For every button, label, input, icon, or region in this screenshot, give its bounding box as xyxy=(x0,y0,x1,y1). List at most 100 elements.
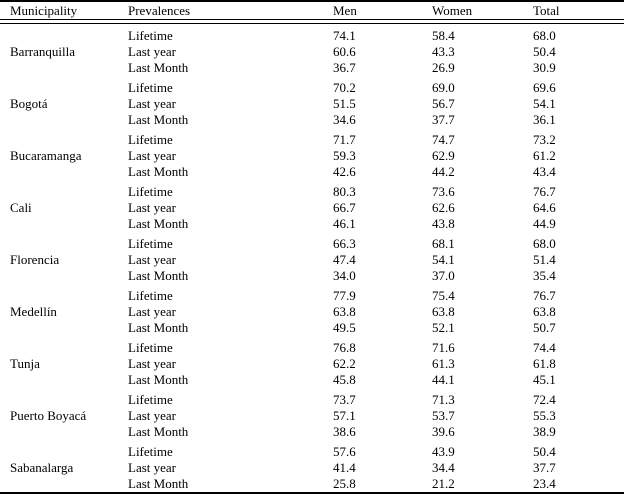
value-cell: 66.7 xyxy=(333,200,356,215)
municipality-group: Puerto Boyacá Lifetime 73.7 71.3 72.4 Last ye… xyxy=(0,388,624,440)
value-cell: 76.8 xyxy=(333,340,356,355)
table-row: Last year 41.4 34.4 37.7 xyxy=(0,460,624,476)
value-cell: 76.7 xyxy=(533,184,556,199)
value-cell: 80.3 xyxy=(333,184,356,199)
value-cell: 51.4 xyxy=(533,252,556,267)
value-cell: 72.4 xyxy=(533,392,556,407)
table-row: Barranquilla Lifetime 74.1 58.4 68.0 xyxy=(0,24,624,59)
municipality-cell: Sabanalarga xyxy=(10,460,74,475)
header-prevalences: Prevalences xyxy=(128,1,333,20)
value-cell: 73.6 xyxy=(432,184,455,199)
header-women: Women xyxy=(432,1,533,20)
prevalence-label-cell: Last Month xyxy=(128,60,189,75)
prevalence-label-cell: Last Month xyxy=(128,424,189,439)
prevalence-label-cell: Lifetime xyxy=(128,28,173,43)
value-cell: 61.8 xyxy=(533,356,556,371)
value-cell: 68.0 xyxy=(533,28,556,43)
value-cell: 38.9 xyxy=(533,424,556,439)
municipality-group: Florencia Lifetime 66.3 68.1 68.0 Last year 47… xyxy=(0,232,624,284)
value-cell: 69.0 xyxy=(432,80,455,95)
prevalence-label-cell: Lifetime xyxy=(128,288,173,303)
table-row: Last year 59.3 62.9 61.2 xyxy=(0,148,624,164)
prevalence-label-cell: Lifetime xyxy=(128,444,173,459)
table-row: Cali Lifetime 80.3 73.6 76.7 xyxy=(0,180,624,215)
value-cell: 44.2 xyxy=(432,164,455,179)
prevalence-label-cell: Last Month xyxy=(128,268,189,283)
prevalence-label-cell: Last year xyxy=(128,252,177,267)
value-cell: 62.2 xyxy=(333,356,356,371)
prevalence-label-cell: Last year xyxy=(128,96,177,111)
value-cell: 26.9 xyxy=(432,60,455,75)
table-row: Last Month 36.7 26.9 30.9 xyxy=(0,60,624,76)
table-row: Last year 47.4 54.1 51.4 xyxy=(0,252,624,268)
value-cell: 37.7 xyxy=(533,460,556,475)
value-cell: 63.8 xyxy=(533,304,556,319)
value-cell: 58.4 xyxy=(432,28,455,43)
value-cell: 46.1 xyxy=(333,216,356,231)
value-cell: 43.9 xyxy=(432,444,455,459)
value-cell: 73.7 xyxy=(333,392,356,407)
municipality-group: Medellín Lifetime 77.9 75.4 76.7 Last year 63.… xyxy=(0,284,624,336)
prevalence-label-cell: Lifetime xyxy=(128,184,173,199)
municipality-group: Sabanalarga Lifetime 57.6 43.9 50.4 Last year… xyxy=(0,440,624,493)
value-cell: 63.8 xyxy=(333,304,356,319)
table-row: Last year 62.2 61.3 61.8 xyxy=(0,356,624,372)
value-cell: 25.8 xyxy=(333,476,356,491)
prevalence-label-cell: Last year xyxy=(128,44,177,59)
value-cell: 55.3 xyxy=(533,408,556,423)
table-row: Bucaramanga Lifetime 71.7 74.7 73.2 xyxy=(0,128,624,163)
table-row: Last Month 38.6 39.6 38.9 xyxy=(0,424,624,440)
value-cell: 43.8 xyxy=(432,216,455,231)
header-men: Men xyxy=(333,1,432,20)
value-cell: 50.7 xyxy=(533,320,556,335)
value-cell: 64.6 xyxy=(533,200,556,215)
table-row: Last Month 46.1 43.8 44.9 xyxy=(0,216,624,232)
prevalence-label-cell: Lifetime xyxy=(128,340,173,355)
header-municipality: Municipality xyxy=(0,1,128,20)
municipality-cell: Tunja xyxy=(10,356,40,371)
value-cell: 39.6 xyxy=(432,424,455,439)
value-cell: 37.7 xyxy=(432,112,455,127)
municipality-cell: Medellín xyxy=(10,304,57,319)
value-cell: 69.6 xyxy=(533,80,556,95)
value-cell: 76.7 xyxy=(533,288,556,303)
table-row: Last year 60.6 43.3 50.4 xyxy=(0,44,624,60)
table-row: Last Month 34.0 37.0 35.4 xyxy=(0,268,624,284)
value-cell: 61.2 xyxy=(533,148,556,163)
value-cell: 61.3 xyxy=(432,356,455,371)
value-cell: 73.2 xyxy=(533,132,556,147)
value-cell: 59.3 xyxy=(333,148,356,163)
prevalence-label-cell: Last year xyxy=(128,200,177,215)
value-cell: 52.1 xyxy=(432,320,455,335)
table-row: Medellín Lifetime 77.9 75.4 76.7 xyxy=(0,284,624,319)
value-cell: 45.1 xyxy=(533,372,556,387)
table-row: Tunja Lifetime 76.8 71.6 74.4 xyxy=(0,336,624,371)
value-cell: 37.0 xyxy=(432,268,455,283)
value-cell: 43.3 xyxy=(432,44,455,59)
value-cell: 45.8 xyxy=(333,372,356,387)
table-row: Last Month 49.5 52.1 50.7 xyxy=(0,320,624,336)
value-cell: 57.6 xyxy=(333,444,356,459)
value-cell: 47.4 xyxy=(333,252,356,267)
municipality-group: Bogotá Lifetime 70.2 69.0 69.6 Last year 51.5 5… xyxy=(0,76,624,128)
value-cell: 34.6 xyxy=(333,112,356,127)
value-cell: 44.9 xyxy=(533,216,556,231)
prevalence-label-cell: Last year xyxy=(128,460,177,475)
value-cell: 71.7 xyxy=(333,132,356,147)
value-cell: 38.6 xyxy=(333,424,356,439)
value-cell: 23.4 xyxy=(533,476,556,491)
prevalence-label-cell: Lifetime xyxy=(128,80,173,95)
prevalence-label-cell: Last Month xyxy=(128,164,189,179)
table-row: Sabanalarga Lifetime 57.6 43.9 50.4 xyxy=(0,440,624,475)
table-row: Last Month 42.6 44.2 43.4 xyxy=(0,164,624,180)
prevalence-label-cell: Last year xyxy=(128,408,177,423)
prevalence-label-cell: Last Month xyxy=(128,320,189,335)
prevalence-label-cell: Last Month xyxy=(128,112,189,127)
value-cell: 42.6 xyxy=(333,164,356,179)
value-cell: 57.1 xyxy=(333,408,356,423)
value-cell: 60.6 xyxy=(333,44,356,59)
table-row: Last year 57.1 53.7 55.3 xyxy=(0,408,624,424)
value-cell: 74.4 xyxy=(533,340,556,355)
value-cell: 30.9 xyxy=(533,60,556,75)
